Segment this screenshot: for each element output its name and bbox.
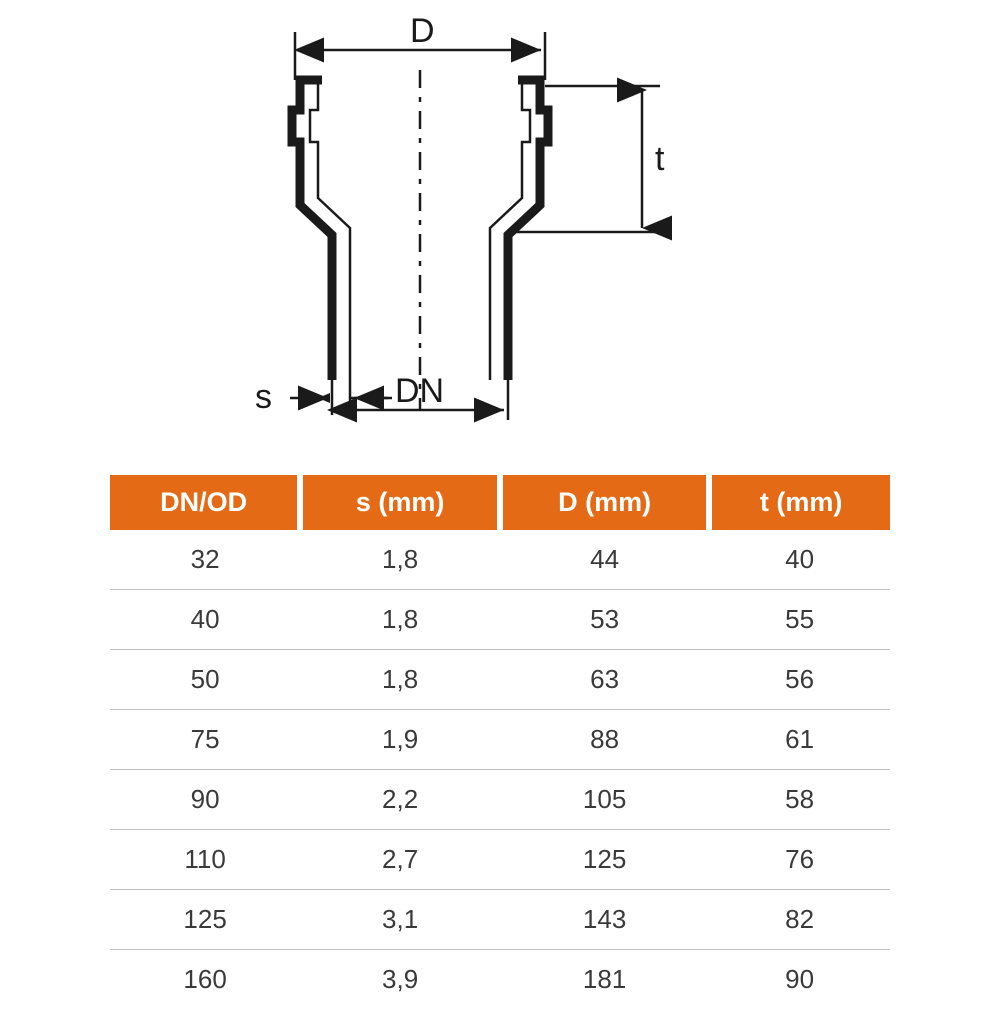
table-cell: 50: [110, 650, 300, 710]
table-cell: 32: [110, 530, 300, 590]
table-cell: 40: [110, 590, 300, 650]
table-cell: 63: [500, 650, 709, 710]
table-cell: 3,9: [300, 950, 500, 1009]
table-cell: 76: [709, 830, 890, 890]
table-cell: 1,8: [300, 530, 500, 590]
table-cell: 3,1: [300, 890, 500, 950]
table-cell: 44: [500, 530, 709, 590]
table-cell: 1,8: [300, 650, 500, 710]
column-header: DN/OD: [110, 475, 300, 530]
table-cell: 143: [500, 890, 709, 950]
table-cell: 110: [110, 830, 300, 890]
table-cell: 1,8: [300, 590, 500, 650]
table-row: 501,86356: [110, 650, 890, 710]
table-row: 902,210558: [110, 770, 890, 830]
table-cell: 40: [709, 530, 890, 590]
table-cell: 58: [709, 770, 890, 830]
table-cell: 160: [110, 950, 300, 1009]
table-cell: 88: [500, 710, 709, 770]
table-cell: 181: [500, 950, 709, 1009]
table-cell: 53: [500, 590, 709, 650]
table-cell: 90: [709, 950, 890, 1009]
table-row: 1102,712576: [110, 830, 890, 890]
column-header: s (mm): [300, 475, 500, 530]
label-t: t: [655, 140, 665, 178]
table-row: 751,98861: [110, 710, 890, 770]
table-row: 1253,114382: [110, 890, 890, 950]
dimensions-table: DN/ODs (mm)D (mm)t (mm) 321,84440401,853…: [110, 475, 890, 1009]
technical-diagram: D t: [150, 10, 850, 430]
table-body: 321,84440401,85355501,86356751,98861902,…: [110, 530, 890, 1009]
table-row: 401,85355: [110, 590, 890, 650]
table-cell: 61: [709, 710, 890, 770]
table-cell: 1,9: [300, 710, 500, 770]
table-row: 1603,918190: [110, 950, 890, 1009]
label-DN: DN: [395, 372, 444, 410]
column-header: t (mm): [709, 475, 890, 530]
table-cell: 2,7: [300, 830, 500, 890]
label-D: D: [410, 12, 435, 50]
table-cell: 75: [110, 710, 300, 770]
table-cell: 125: [500, 830, 709, 890]
column-header: D (mm): [500, 475, 709, 530]
table-cell: 105: [500, 770, 709, 830]
label-s: s: [255, 378, 272, 416]
table-cell: 82: [709, 890, 890, 950]
table-header: DN/ODs (mm)D (mm)t (mm): [110, 475, 890, 530]
table-cell: 125: [110, 890, 300, 950]
table-cell: 56: [709, 650, 890, 710]
table-cell: 2,2: [300, 770, 500, 830]
table-row: 321,84440: [110, 530, 890, 590]
table-cell: 55: [709, 590, 890, 650]
table-cell: 90: [110, 770, 300, 830]
